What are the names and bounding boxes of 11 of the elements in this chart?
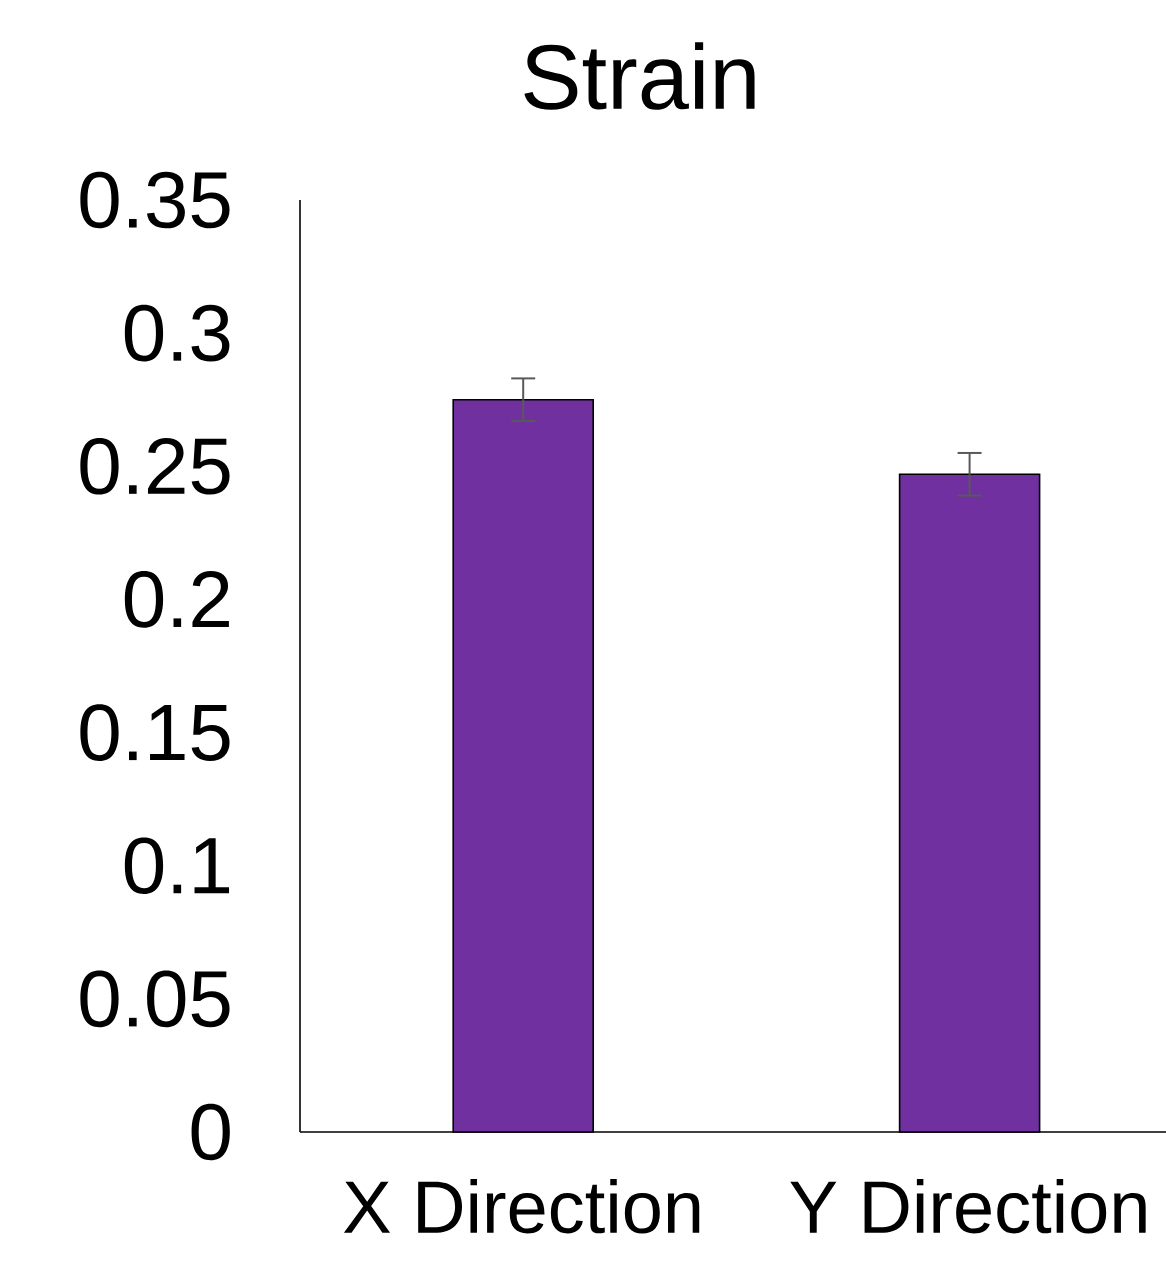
y-tick-label: 0.3 [124,304,230,362]
y-tick-label: 0.1 [124,837,230,895]
y-tick-label: 0.15 [80,704,230,761]
x-tick-label: X Direction [343,1179,700,1234]
x-tick-label: Y Direction [790,1179,1146,1234]
y-tick-label: 0.05 [80,970,230,1028]
y-tick-label: 0.35 [80,171,230,229]
chart-title: Strain [524,42,755,110]
y-tick-label: 0 [191,1103,230,1161]
y-tick-label: 0.25 [80,437,230,495]
y-tick-label: 0.2 [124,571,229,628]
